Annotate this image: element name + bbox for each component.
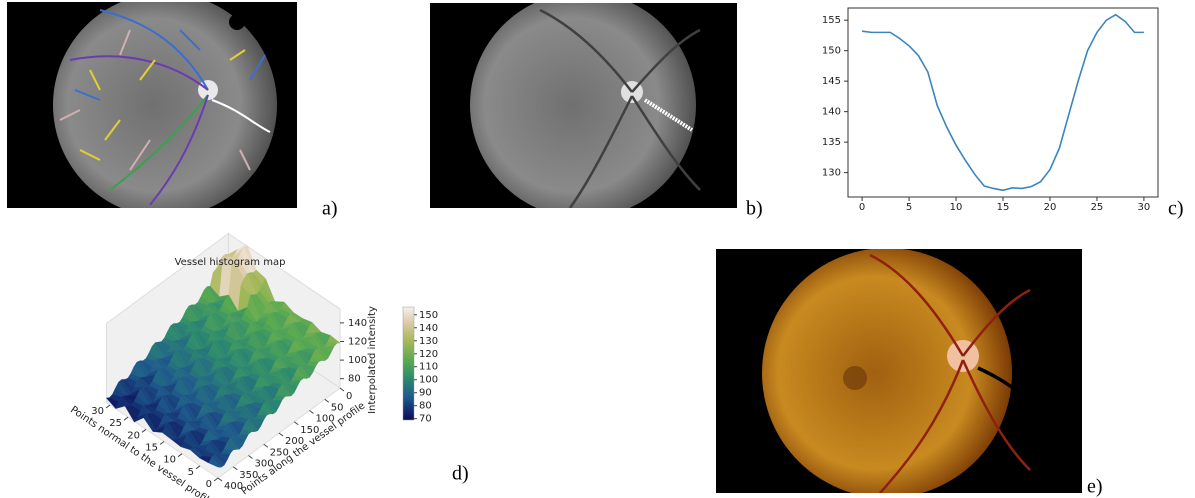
x-tick: [279, 433, 283, 436]
fundus-image-a: [7, 0, 297, 217]
chart-title: Vessel histogram map: [175, 257, 286, 268]
panel-label: e): [1087, 476, 1103, 498]
y-tick-label: 30: [91, 406, 104, 417]
colorbar: [403, 307, 414, 420]
y-tick-label: 5: [188, 467, 194, 478]
z-axis-label: Interpolated intensity: [367, 306, 378, 414]
y-tick: [196, 466, 200, 469]
fundus-image-b: [430, 0, 737, 218]
x-tick: [233, 467, 237, 470]
x-tick-label: 15: [997, 202, 1010, 213]
y-tick-label: 155: [822, 15, 841, 26]
line-series: [862, 15, 1144, 191]
y-tick-label: 25: [109, 418, 122, 429]
x-tick-label: 0: [859, 202, 865, 213]
colorbar-tick-label: 80: [419, 401, 432, 412]
x-tick: [218, 478, 222, 481]
x-tick-label: 25: [1091, 202, 1104, 213]
y-tick: [178, 454, 182, 457]
z-tick-label: 80: [348, 374, 361, 385]
x-tick-label: 30: [1138, 202, 1151, 213]
x-tick: [340, 388, 344, 391]
colorbar-tick-label: 70: [419, 414, 432, 425]
colorbar-tick-label: 150: [419, 310, 438, 321]
y-tick: [124, 417, 128, 420]
x-tick: [249, 456, 253, 459]
x-tick: [325, 399, 329, 402]
colorbar-tick-label: 110: [419, 362, 438, 373]
panel-label: a): [322, 198, 338, 220]
y-tick-label: 130: [822, 168, 841, 179]
panel-label: d): [452, 463, 469, 485]
y-tick-label: 15: [145, 443, 158, 454]
figure-canvas: a) b) c) d) e) 1301351401451501550510152…: [0, 0, 1195, 498]
x-tick: [264, 444, 268, 447]
fundus-image-e: [716, 248, 1082, 498]
y-tick-label: 140: [822, 107, 841, 118]
y-tick: [160, 442, 164, 445]
y-tick: [214, 478, 218, 481]
y-tick-label: 20: [127, 430, 140, 441]
colorbar-tick-label: 130: [419, 336, 438, 347]
z-tick-label: 140: [348, 318, 367, 329]
x-tick: [294, 422, 298, 425]
colorbar-tick-label: 120: [419, 349, 438, 360]
z-tick-label: 100: [348, 355, 367, 366]
x-tick-label: 10: [950, 202, 963, 213]
y-tick-label: 135: [822, 137, 841, 148]
x-tick: [310, 411, 314, 414]
colorbar-tick-label: 100: [419, 375, 438, 386]
x-tick-label: 20: [1044, 202, 1057, 213]
y-tick-label: 0: [206, 479, 212, 490]
plot-frame: [848, 8, 1158, 197]
x-tick-label: 5: [906, 202, 912, 213]
colorbar-tick-label: 90: [419, 388, 432, 399]
colorbar-tick-label: 140: [419, 323, 438, 334]
panel-label: c): [1168, 198, 1184, 220]
y-tick-label: 145: [822, 76, 841, 87]
z-tick-label: 120: [348, 337, 367, 348]
y-tick-label: 150: [822, 46, 841, 57]
y-tick-label: 10: [163, 455, 176, 466]
y-tick: [142, 429, 146, 432]
y-tick: [106, 405, 110, 408]
figure: a) b) c) d) e) 1301351401451501550510152…: [0, 0, 1195, 498]
x-tick-label: 50: [331, 402, 344, 413]
panel-label: b): [746, 198, 763, 220]
x-tick-label: 0: [346, 391, 352, 402]
